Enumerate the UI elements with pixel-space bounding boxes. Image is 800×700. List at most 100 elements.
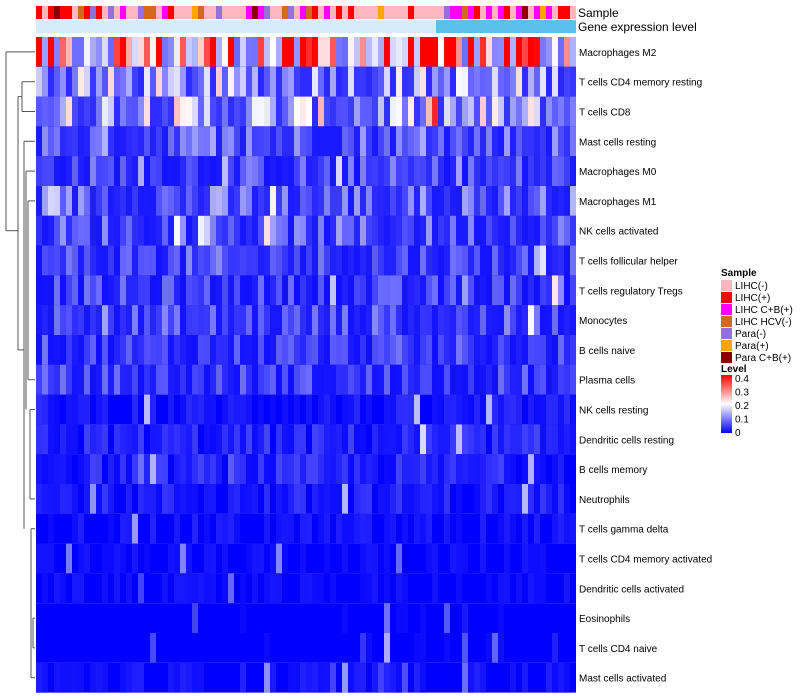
heatmap-cell: [564, 66, 570, 97]
heatmap-cell: [378, 245, 384, 276]
heatmap-cell: [168, 394, 174, 425]
heatmap-cell: [384, 305, 390, 335]
heatmap-cell: [462, 126, 468, 157]
heatmap-cell: [516, 126, 522, 157]
heatmap-cell: [204, 126, 210, 157]
heatmap-cell: [486, 364, 492, 395]
heatmap-cell: [84, 424, 90, 455]
heatmap-cell: [528, 245, 534, 276]
heatmap-cell: [546, 186, 552, 216]
heatmap-cell: [444, 513, 450, 544]
heatmap-cell: [372, 454, 378, 484]
heatmap-cell: [192, 394, 198, 425]
heatmap-cell: [498, 126, 504, 157]
sample-cell: [432, 6, 438, 19]
heatmap-cell: [162, 96, 168, 127]
heatmap-cell: [192, 305, 198, 335]
heatmap-cell: [210, 156, 216, 186]
heatmap-cell: [480, 454, 486, 484]
heatmap-cell: [306, 364, 312, 395]
heatmap-cell: [534, 424, 540, 455]
sample-cell: [198, 6, 204, 19]
heatmap-cell: [402, 424, 408, 455]
heatmap-cell: [264, 245, 270, 276]
heatmap-cell: [432, 484, 438, 514]
heatmap-cell: [186, 126, 192, 157]
heatmap-cell: [486, 126, 492, 157]
heatmap-cell: [126, 156, 132, 186]
heatmap-cell: [288, 364, 294, 395]
heatmap-cell: [132, 305, 138, 335]
heatmap-cell: [162, 454, 168, 484]
heatmap-cell: [102, 335, 108, 365]
heatmap-cell: [120, 543, 126, 574]
heatmap-cell: [396, 215, 402, 246]
heatmap-cell: [456, 543, 462, 574]
heatmap-cell: [300, 364, 306, 395]
heatmap-cell: [48, 186, 54, 216]
heatmap-cell: [66, 215, 72, 246]
heatmap-cell: [534, 245, 540, 276]
heatmap-cell: [456, 513, 462, 544]
heatmap-cell: [96, 662, 102, 693]
heatmap-cell: [540, 186, 546, 216]
heatmap-cell: [246, 245, 252, 276]
heatmap-cell: [468, 66, 474, 97]
heatmap-cell: [462, 37, 468, 67]
heatmap-cell: [480, 543, 486, 574]
heatmap-cell: [90, 424, 96, 455]
heatmap-cell: [138, 186, 144, 216]
heatmap-cell: [306, 245, 312, 276]
heatmap-cell: [72, 66, 78, 97]
heatmap-cell: [84, 394, 90, 425]
heatmap-cell: [366, 633, 372, 663]
heatmap-cell: [336, 126, 342, 157]
heatmap-cell: [396, 126, 402, 157]
heatmap-cell: [360, 275, 366, 306]
level-color-bar: [721, 375, 732, 433]
heatmap-cell: [450, 245, 456, 276]
heatmap-cell: [492, 37, 498, 67]
heatmap-cell: [330, 305, 336, 335]
heatmap-cell: [510, 96, 516, 127]
heatmap-cell: [534, 364, 540, 395]
heatmap-cell: [108, 543, 114, 574]
heatmap-cell: [486, 305, 492, 335]
heatmap-cell: [432, 37, 438, 67]
heatmap-row: [36, 633, 576, 663]
heatmap-cell: [510, 454, 516, 484]
heatmap-cell: [354, 513, 360, 544]
sample-cell: [66, 6, 72, 19]
row-label: Monocytes: [579, 316, 627, 327]
heatmap-cell: [552, 424, 558, 455]
heatmap-cell: [126, 66, 132, 97]
heatmap-cell: [216, 454, 222, 484]
heatmap-cell: [402, 245, 408, 276]
heatmap-cell: [342, 305, 348, 335]
heatmap-cell: [492, 633, 498, 663]
heatmap-cell: [330, 275, 336, 306]
heatmap-cell: [534, 513, 540, 544]
heatmap-cell: [72, 305, 78, 335]
heatmap-cell: [282, 305, 288, 335]
heatmap-cell: [228, 364, 234, 395]
heatmap-cell: [162, 37, 168, 67]
heatmap-cell: [420, 603, 426, 633]
heatmap-cell: [498, 305, 504, 335]
heatmap-cell: [276, 96, 282, 127]
heatmap-cell: [228, 126, 234, 157]
heatmap-cell: [174, 215, 180, 246]
heatmap-cell: [348, 364, 354, 395]
heatmap-cell: [138, 275, 144, 306]
heatmap-cell: [324, 215, 330, 246]
heatmap-cell: [60, 37, 66, 67]
sample-cell: [126, 6, 132, 19]
heatmap-cell: [312, 335, 318, 365]
heatmap-cell: [150, 275, 156, 306]
heatmap-cell: [42, 484, 48, 514]
heatmap-cell: [144, 96, 150, 127]
heatmap-cell: [198, 215, 204, 246]
heatmap-cell: [258, 37, 264, 67]
heatmap-cell: [294, 662, 300, 693]
heatmap-cell: [228, 66, 234, 97]
